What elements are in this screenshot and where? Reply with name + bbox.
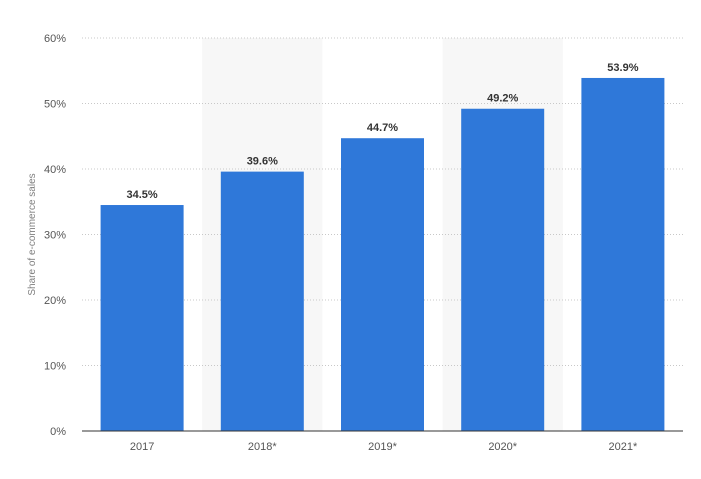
data-label: 44.7% — [367, 122, 398, 134]
x-tick-label: 2021* — [609, 441, 638, 453]
data-label: 34.5% — [126, 189, 157, 201]
y-axis-title: Share of e-commerce sales — [27, 173, 38, 295]
y-tick-label: 10% — [44, 361, 66, 373]
x-tick-label: 2019* — [368, 441, 397, 453]
y-tick-label: 40% — [44, 164, 66, 176]
data-label: 49.2% — [487, 93, 518, 105]
y-tick-label: 60% — [44, 33, 66, 45]
bar-2019*[interactable] — [341, 138, 424, 431]
bar-2021*[interactable] — [581, 78, 664, 431]
bar-2017[interactable] — [101, 205, 184, 431]
y-tick-label: 50% — [44, 99, 66, 111]
y-tick-label: 0% — [50, 426, 66, 438]
y-tick-label: 20% — [44, 295, 66, 307]
x-tick-label: 2017 — [130, 441, 154, 453]
bar-2020*[interactable] — [461, 109, 544, 431]
y-tick-label: 30% — [44, 230, 66, 242]
bar-2018*[interactable] — [221, 172, 304, 431]
data-label: 53.9% — [607, 62, 638, 74]
x-tick-label: 2020* — [488, 441, 517, 453]
data-label: 39.6% — [247, 156, 278, 168]
x-tick-label: 2018* — [248, 441, 277, 453]
